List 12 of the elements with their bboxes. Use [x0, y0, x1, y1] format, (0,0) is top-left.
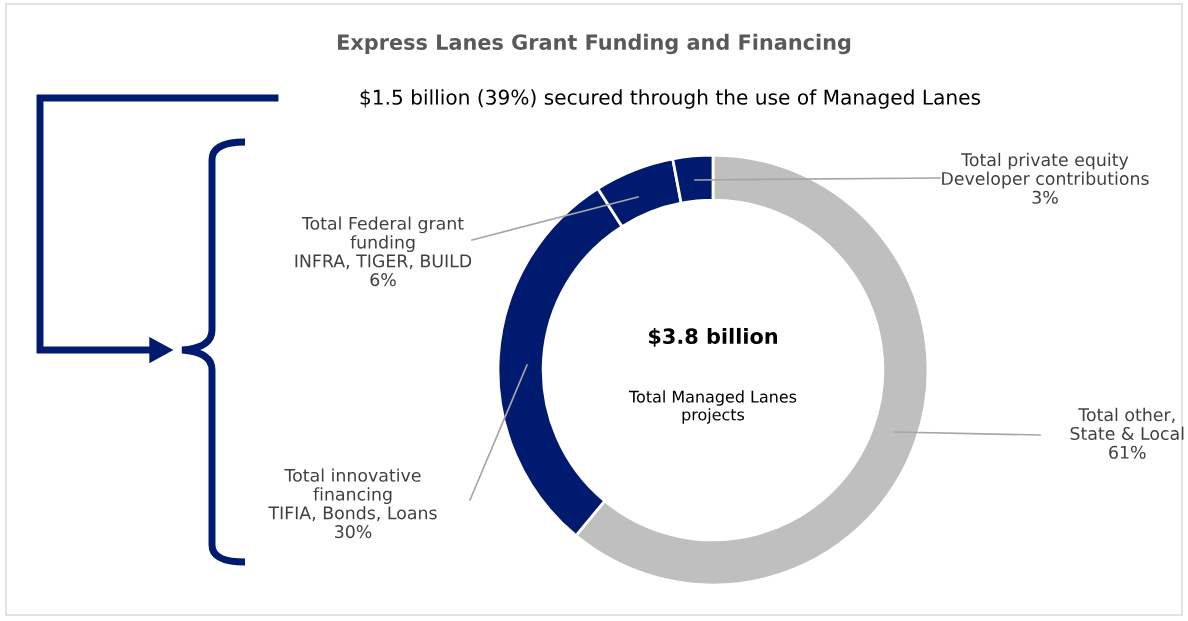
chart-title: Express Lanes Grant Funding and Financing — [338, 33, 851, 55]
data-label: 6% — [370, 273, 396, 287]
slice-label: Total private equity Developer contributions — [942, 152, 1149, 189]
data-label: 3% — [1032, 190, 1058, 204]
data-label: 30% — [335, 525, 372, 539]
text: Total Managed Lanes projects — [628, 390, 797, 424]
chart-subtitle: $1.5 billion (39%) secured through the use of Managed Lanes — [360, 89, 981, 109]
slice-label: Total other, State & Local — [1070, 407, 1184, 441]
data-label: 61% — [1109, 445, 1146, 459]
slice-label: Total innovative financing TIFIA, Bonds, Loans — [268, 468, 437, 522]
slice-label: Total Federal grant funding INFRA, TIGER, BUILD — [295, 216, 472, 270]
text: $3.8 billion — [648, 327, 778, 347]
